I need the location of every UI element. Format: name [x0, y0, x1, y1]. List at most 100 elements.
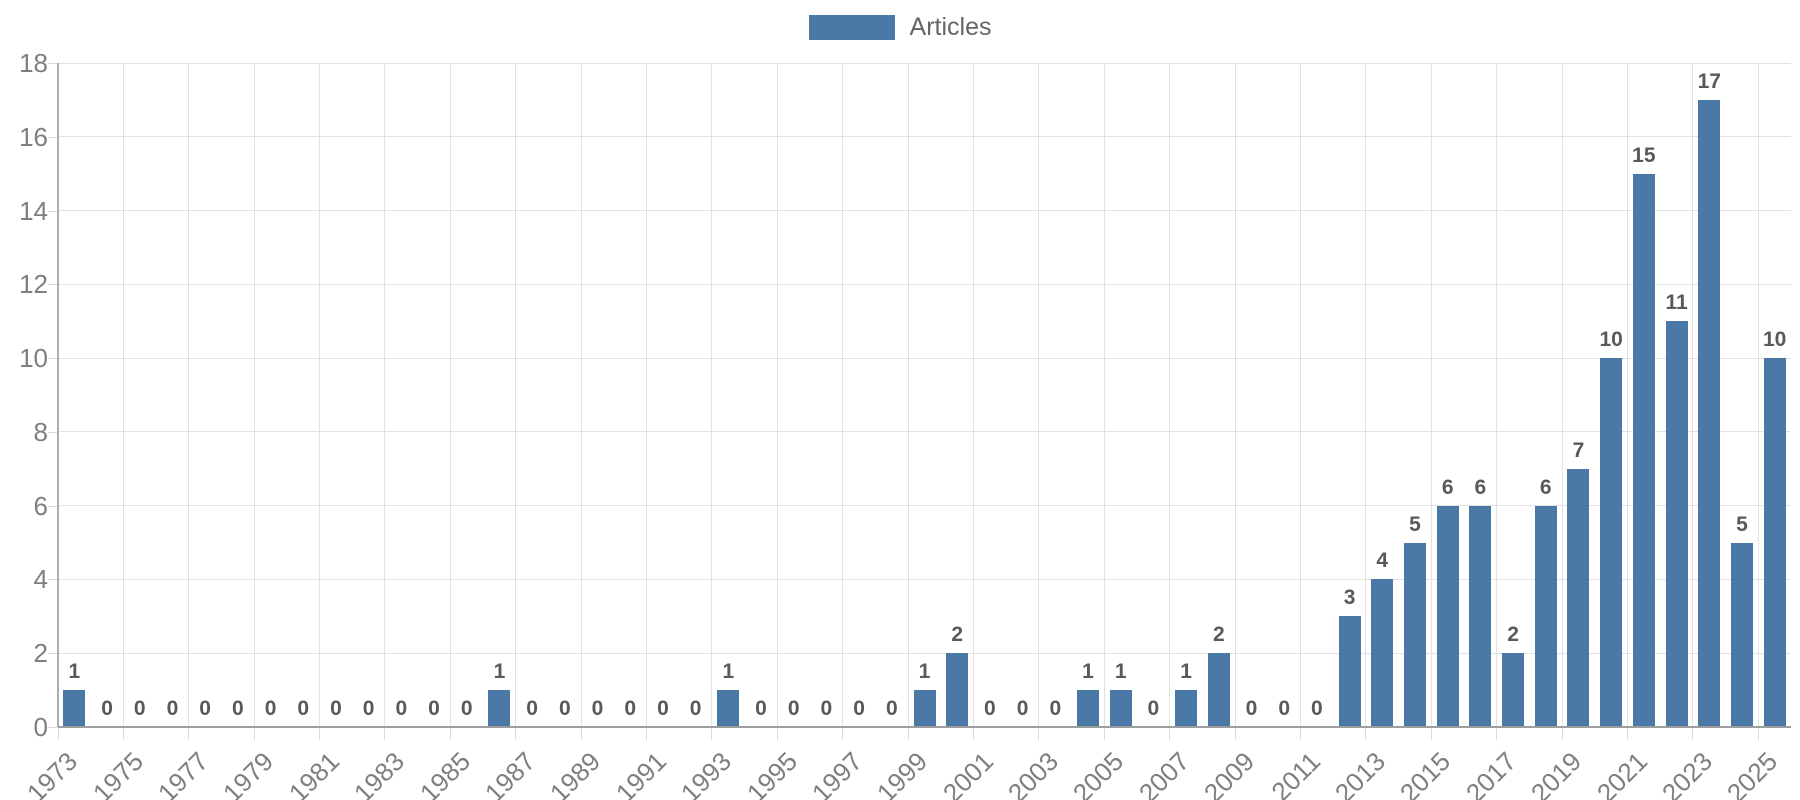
bar	[1632, 173, 1655, 727]
value-label: 2	[1507, 623, 1519, 647]
value-label: 0	[1049, 697, 1062, 720]
x-tick-label-text: 1977	[151, 746, 214, 800]
y-tick	[48, 505, 58, 507]
value-label: 0	[133, 697, 146, 720]
x-tick	[1757, 727, 1759, 740]
bar	[1567, 468, 1590, 727]
x-tick-label-text: 1975	[86, 746, 149, 800]
y-tick	[48, 579, 58, 581]
legend-swatch-icon	[808, 15, 895, 40]
value-label: 1	[722, 660, 735, 684]
x-tick	[1496, 727, 1498, 740]
y-tick-label: 10	[19, 343, 48, 374]
value-label: 17	[1697, 69, 1721, 93]
legend-item-articles[interactable]: Articles	[808, 13, 992, 41]
value-label: 10	[1762, 328, 1787, 352]
x-tick-label-text: 2013	[1329, 746, 1392, 800]
bar	[1371, 579, 1394, 727]
v-gridline	[646, 63, 648, 727]
value-label: 0	[657, 697, 669, 720]
v-gridline	[776, 63, 778, 727]
y-tick-label: 6	[33, 490, 48, 521]
legend-label: Articles	[909, 13, 992, 41]
bar	[1763, 358, 1786, 727]
value-label: 1	[493, 660, 506, 684]
v-gridline	[973, 63, 975, 727]
x-tick-label-text: 2009	[1198, 746, 1261, 800]
y-tick	[48, 653, 58, 655]
value-label: 4	[1376, 549, 1389, 573]
value-label: 0	[885, 697, 898, 720]
value-label: 15	[1632, 143, 1656, 167]
x-tick	[776, 727, 778, 740]
y-tick	[48, 136, 58, 138]
value-label: 6	[1441, 475, 1454, 499]
x-tick-label-text: 2019	[1525, 746, 1588, 800]
value-label: 1	[918, 660, 931, 684]
value-label: 3	[1343, 586, 1356, 610]
x-tick-label-text: 2015	[1394, 746, 1457, 800]
value-label: 10	[1599, 328, 1623, 352]
x-tick	[122, 727, 124, 740]
y-tick	[48, 358, 58, 360]
x-tick-label-text: 1973	[21, 746, 84, 800]
value-label: 0	[689, 697, 702, 720]
x-tick	[1169, 727, 1171, 740]
x-tick-label-text: 1999	[871, 746, 934, 800]
value-label: 0	[395, 697, 408, 720]
x-tick-label-text: 2017	[1459, 746, 1522, 800]
bar	[1436, 505, 1459, 727]
value-label: 0	[591, 697, 604, 720]
v-gridline	[711, 63, 713, 727]
v-gridline	[1169, 63, 1171, 727]
h-gridline	[58, 431, 1791, 433]
value-label: 0	[428, 697, 440, 720]
v-gridline	[1365, 63, 1367, 727]
value-label: 0	[1016, 697, 1029, 720]
value-label: 0	[755, 697, 767, 720]
y-tick-label: 18	[19, 48, 48, 78]
bar	[1730, 542, 1753, 727]
value-label: 0	[787, 697, 800, 720]
v-gridline	[188, 63, 190, 727]
value-label: 0	[199, 697, 211, 720]
x-tick	[449, 727, 451, 740]
value-label: 0	[1147, 697, 1160, 720]
bar	[488, 690, 511, 727]
value-label: 2	[951, 623, 964, 647]
y-tick-label: 4	[33, 564, 48, 595]
v-gridline	[1103, 63, 1105, 727]
x-tick-label-text: 2005	[1067, 746, 1130, 800]
y-tick-label: 12	[19, 269, 48, 300]
x-tick-label-text: 1991	[609, 746, 672, 800]
v-gridline	[253, 63, 255, 727]
v-gridline	[907, 63, 909, 727]
bar	[1502, 653, 1525, 727]
legend: Articles	[0, 15, 1800, 40]
value-label: 0	[101, 697, 113, 720]
value-label: 0	[1278, 697, 1291, 720]
v-gridline	[1692, 63, 1694, 727]
y-tick-label: 14	[19, 195, 48, 226]
h-gridline	[58, 505, 1791, 507]
value-label: 0	[362, 697, 375, 720]
y-tick	[48, 431, 58, 433]
value-label: 0	[460, 697, 473, 720]
value-label: 0	[853, 697, 865, 720]
value-label: 2	[1212, 623, 1225, 647]
v-gridline	[1430, 63, 1432, 727]
v-gridline	[515, 63, 517, 727]
bar	[1076, 690, 1099, 727]
x-tick	[1692, 727, 1694, 740]
v-gridline	[449, 63, 451, 727]
x-tick-label-text: 1993	[675, 746, 738, 800]
y-tick-label: 2	[33, 638, 48, 669]
x-tick-label-text: 1989	[544, 746, 607, 800]
x-tick	[1234, 727, 1236, 740]
x-tick	[253, 727, 255, 740]
x-tick	[1627, 727, 1628, 740]
value-label: 0	[820, 697, 833, 720]
x-tick	[1365, 727, 1367, 740]
